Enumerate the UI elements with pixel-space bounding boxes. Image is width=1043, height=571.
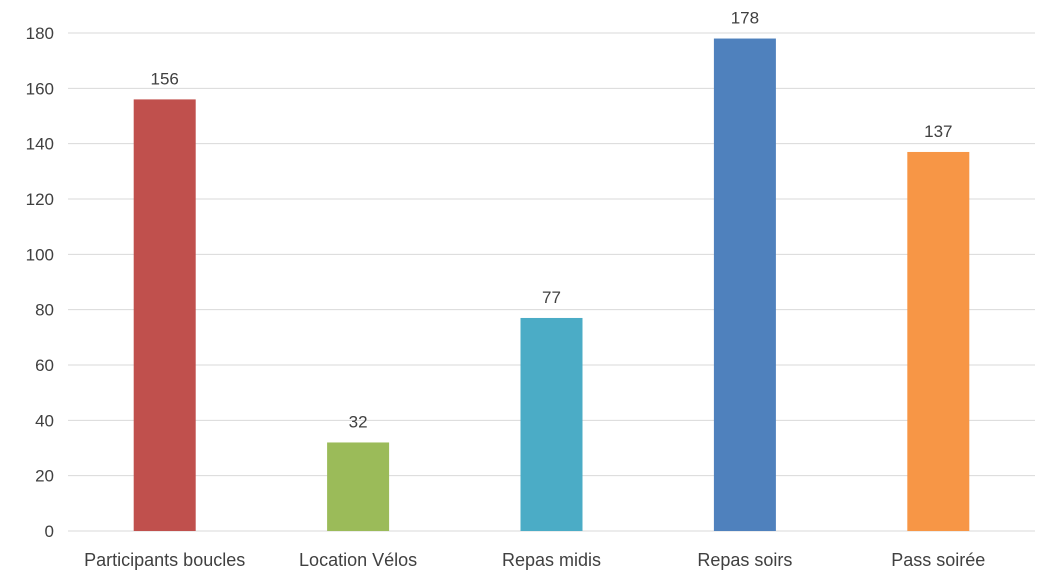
category-label: Pass soirée [891,550,985,570]
bar [133,99,196,532]
data-labels: 156 32 77 178 137 [151,9,953,432]
y-tick-label: 180 [26,24,54,43]
bars [133,38,970,532]
gridlines [68,32,1035,532]
category-label: Repas midis [502,550,601,570]
bar [907,151,970,531]
bar [327,442,390,531]
y-tick-label: 20 [35,467,54,486]
bar [520,317,583,531]
y-tick-label: 140 [26,135,54,154]
data-label: 178 [731,9,759,28]
category-label: Location Vélos [299,550,417,570]
bar [713,38,776,532]
category-label: Repas soirs [697,550,792,570]
y-tick-label: 100 [26,245,54,264]
y-tick-label: 60 [35,356,54,375]
data-label: 77 [542,288,561,307]
y-tick-label: 40 [35,411,54,430]
category-labels: Participants boucles Location Vélos Repas … [84,550,985,570]
y-axis-tick-labels: 0 20 40 60 80 100 120 140 160 180 [26,24,54,541]
category-label: Participants boucles [84,550,245,570]
data-label: 156 [151,69,179,88]
y-tick-label: 120 [26,190,54,209]
y-tick-label: 160 [26,79,54,98]
y-tick-label: 80 [35,301,54,320]
data-label: 137 [924,122,952,141]
data-label: 32 [349,412,368,431]
y-tick-label: 0 [45,522,54,541]
